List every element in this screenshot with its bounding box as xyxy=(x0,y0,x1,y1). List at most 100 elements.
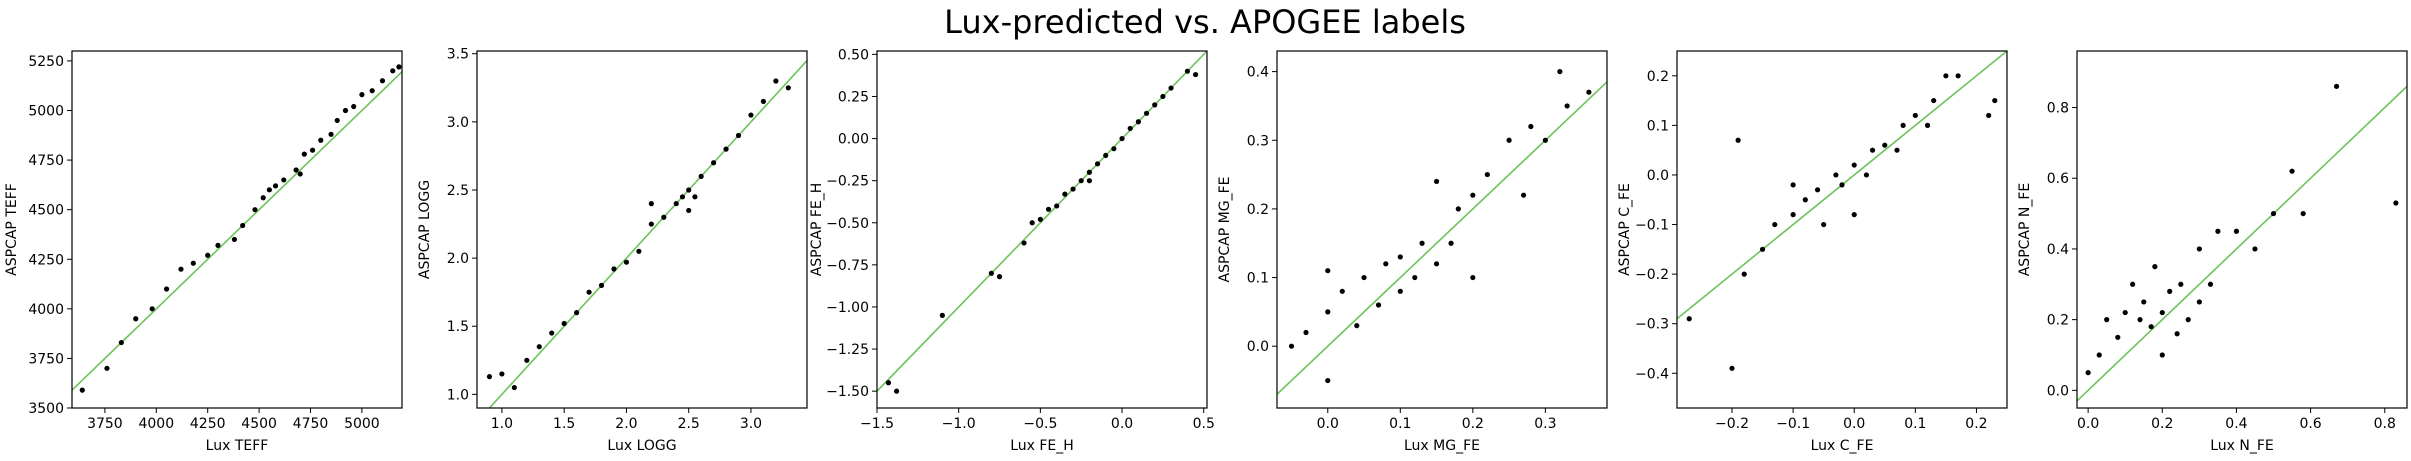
point xyxy=(1192,71,1199,78)
point xyxy=(1564,103,1570,109)
x-tick-label: −1.5 xyxy=(860,416,894,432)
point xyxy=(215,242,221,248)
y-axis-label: ASPCAP LOGG xyxy=(417,180,433,279)
y-tick-label: −0.50 xyxy=(826,216,869,232)
point xyxy=(1045,206,1052,212)
y-tick-label: 4250 xyxy=(28,252,64,268)
x-tick-label: 0.3 xyxy=(1534,416,1556,432)
point xyxy=(988,270,994,276)
axes-frame xyxy=(1676,50,2008,409)
point xyxy=(293,167,299,173)
point xyxy=(2159,352,2165,358)
point xyxy=(1383,261,1389,267)
point xyxy=(524,357,530,363)
point xyxy=(1070,186,1076,192)
point xyxy=(2333,83,2340,89)
y-axis-label: ASPCAP C_FE xyxy=(1617,183,1633,276)
point xyxy=(1054,203,1060,209)
point xyxy=(205,252,211,258)
point xyxy=(1821,221,1827,228)
point xyxy=(785,85,791,91)
x-tick-label: 2.5 xyxy=(678,416,700,432)
point xyxy=(1135,119,1141,125)
x-axis-label: Lux N_FE xyxy=(2210,438,2274,454)
point xyxy=(2167,288,2173,294)
x-tick-label: 2.0 xyxy=(615,416,637,432)
point xyxy=(342,107,349,114)
y-tick-label: −1.25 xyxy=(826,342,869,358)
point xyxy=(1741,271,1747,277)
y-tick-label: 0.1 xyxy=(1647,118,1669,134)
point xyxy=(1484,171,1490,178)
x-axis-label: Lux FE_H xyxy=(1010,438,1074,454)
point xyxy=(1375,302,1382,308)
y-tick-label: 0.0 xyxy=(1647,168,1669,184)
point xyxy=(318,137,324,143)
x-tick-label: −0.2 xyxy=(1715,416,1749,432)
y-tick-label: 5250 xyxy=(28,54,64,70)
point xyxy=(359,92,365,98)
y-axis-label: ASPCAP FE_H xyxy=(809,183,825,277)
point xyxy=(1325,309,1331,315)
point xyxy=(379,78,386,84)
point xyxy=(79,387,85,393)
y-tick-label: 4500 xyxy=(28,203,64,219)
x-tick-label: −1.0 xyxy=(942,416,976,432)
x-tick-label: 0.2 xyxy=(1462,416,1484,432)
point xyxy=(1168,85,1174,91)
axes-frame xyxy=(2076,50,2408,409)
y-tick-label: 5000 xyxy=(28,104,64,120)
point xyxy=(2300,210,2306,217)
x-tick-label: 4500 xyxy=(241,416,277,432)
point xyxy=(1062,191,1068,197)
y-tick-label: −0.3 xyxy=(1635,317,1669,333)
identity-line xyxy=(1277,81,1607,395)
point xyxy=(2159,309,2165,316)
point xyxy=(1851,162,1857,168)
y-tick-label: 2.0 xyxy=(447,251,469,267)
point xyxy=(2137,317,2143,323)
point xyxy=(1790,212,1796,218)
point xyxy=(260,195,266,201)
point xyxy=(1397,288,1403,294)
point xyxy=(1325,377,1331,384)
identity-line xyxy=(2077,85,2407,402)
plot-area xyxy=(1277,68,1607,395)
point xyxy=(1912,112,1918,119)
point xyxy=(1586,89,1592,95)
point xyxy=(686,187,692,193)
y-tick-label: 0.4 xyxy=(1247,65,1269,81)
x-tick-label: 0.1 xyxy=(1389,416,1411,432)
point xyxy=(2233,228,2240,234)
point xyxy=(2393,200,2399,206)
point xyxy=(536,344,542,350)
y-tick-label: 0.2 xyxy=(1647,69,1669,85)
point xyxy=(673,201,679,207)
point xyxy=(1086,169,1092,175)
point xyxy=(1955,73,1961,79)
point xyxy=(698,173,704,179)
point xyxy=(1772,221,1778,228)
point xyxy=(486,374,493,380)
point xyxy=(190,260,196,266)
point xyxy=(2130,281,2136,287)
point xyxy=(2252,246,2258,252)
point xyxy=(2141,299,2147,305)
point xyxy=(511,384,517,391)
plot-area xyxy=(2077,83,2407,402)
point xyxy=(1790,182,1796,188)
point xyxy=(2152,264,2158,270)
point xyxy=(1894,147,1900,153)
y-tick-label: 1.5 xyxy=(447,319,469,335)
point xyxy=(939,312,945,318)
x-tick-label: −0.5 xyxy=(1023,416,1057,432)
point xyxy=(1686,316,1692,322)
point xyxy=(272,183,279,189)
point xyxy=(1397,254,1403,260)
point xyxy=(2096,352,2102,358)
point xyxy=(231,236,238,243)
axes-frame xyxy=(1276,50,1608,409)
y-tick-label: 3.5 xyxy=(447,47,469,63)
point xyxy=(648,201,654,207)
